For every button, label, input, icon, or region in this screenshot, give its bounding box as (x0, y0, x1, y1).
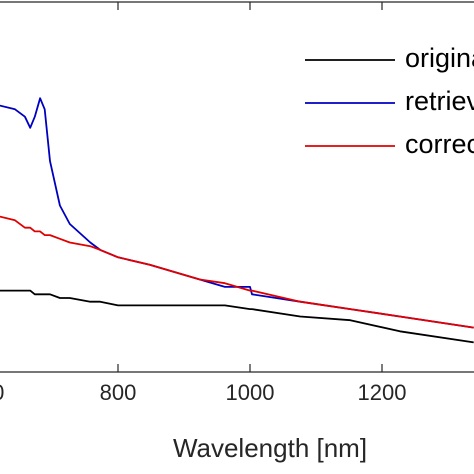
legend-label: retrieved (405, 86, 474, 116)
x-tick-label: 800 (100, 380, 137, 405)
series-line (0, 97, 474, 329)
x-axis-label: Wavelength [nm] (173, 433, 367, 463)
legend-label: original (405, 43, 474, 73)
legend-label: corrected (405, 129, 474, 159)
series-line (0, 289, 474, 344)
series-line (0, 215, 474, 329)
x-tick-label: 1000 (226, 380, 275, 405)
x-tick-label: 600 (0, 380, 4, 405)
x-tick-label: 1200 (358, 380, 407, 405)
